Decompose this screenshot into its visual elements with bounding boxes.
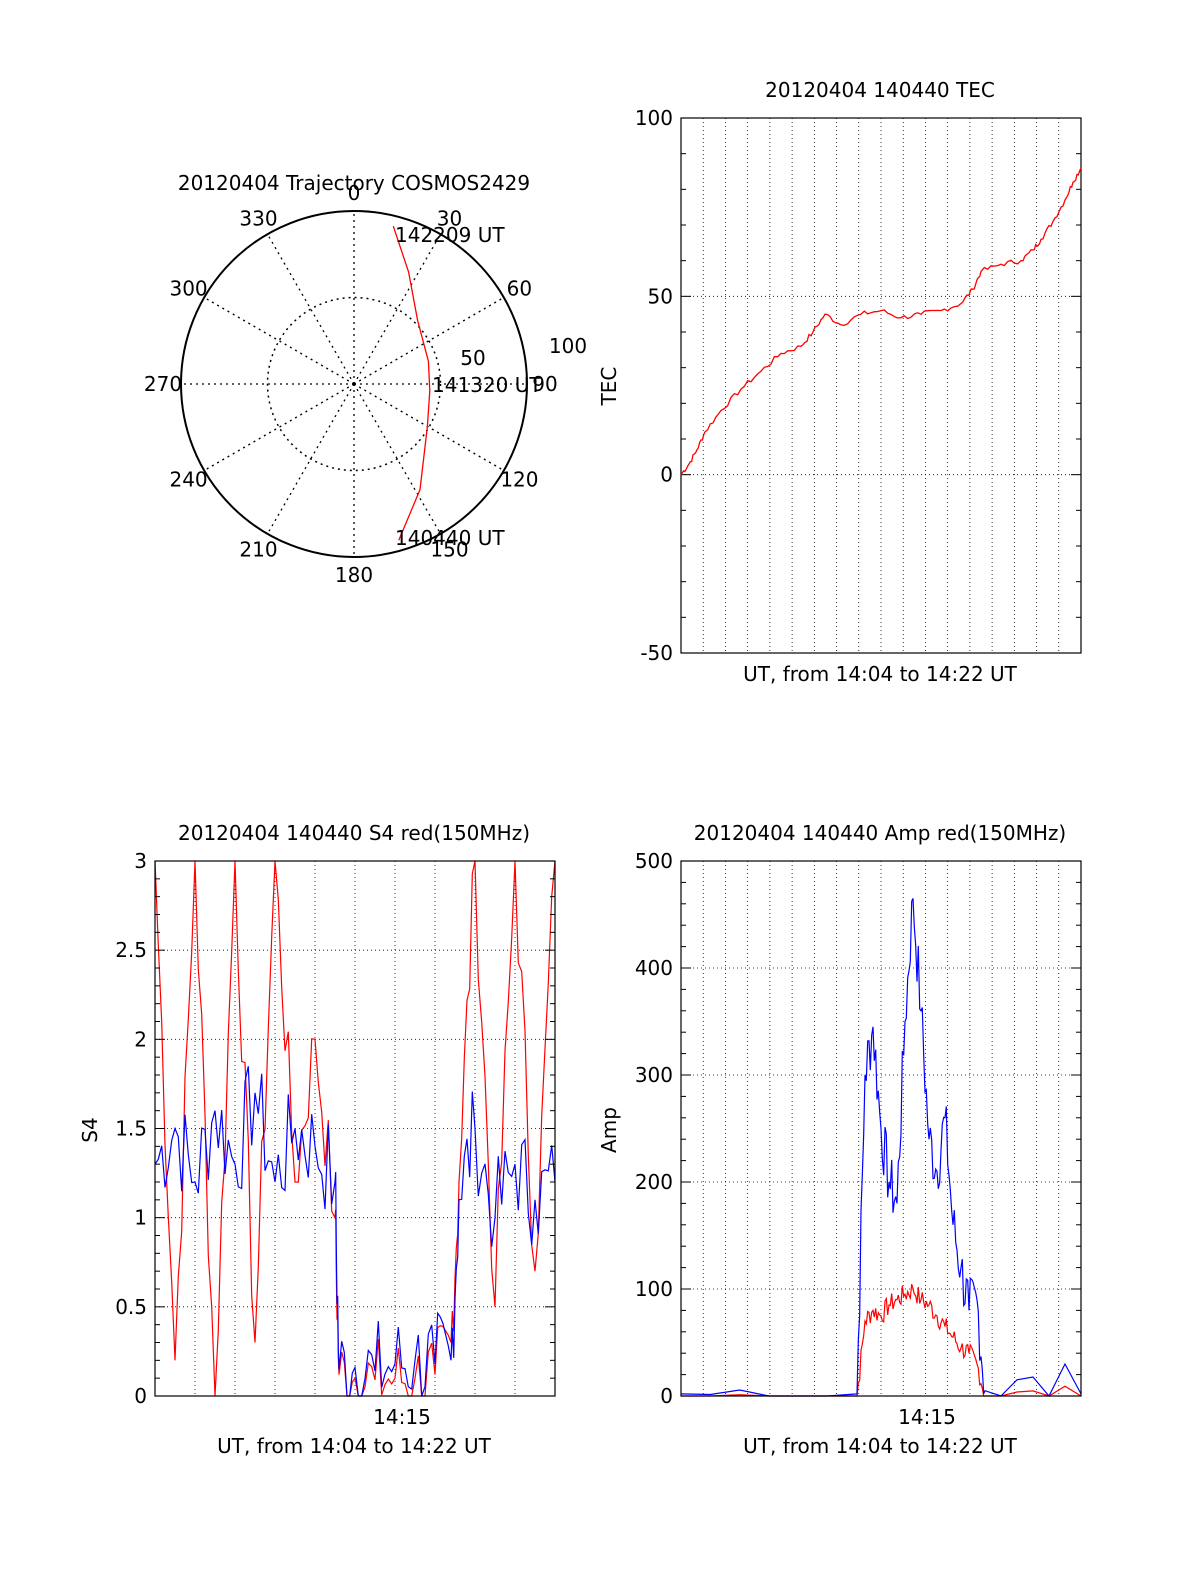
amp-axes-frame: [680, 860, 1082, 1397]
polar-angle-label: 270: [144, 372, 182, 396]
tec-grid: [681, 118, 1081, 653]
tec-series-line: [680, 167, 1082, 476]
polar-angle-label: 240: [169, 468, 207, 492]
polar-spoke: [203, 296, 355, 385]
y-tick-label: 400: [635, 956, 673, 980]
amp-ticks: [681, 860, 1081, 1397]
tec-plot: 20120404 140440 TEC 100 50 0 -50 TEC UT, fr…: [597, 78, 1082, 686]
tec-ticks: [681, 117, 1081, 654]
amp-title: 20120404 140440 Amp red(150MHz): [694, 821, 1066, 845]
polar-angle-label: 300: [169, 277, 207, 301]
polar-spoke: [266, 383, 355, 535]
amp-red-series-line: [681, 1283, 1082, 1397]
tec-ylabel: TEC: [597, 367, 621, 407]
s4-red-series-line: [154, 860, 556, 1397]
s4-plot: 20120404 140440 S4 red(150MHz) 3 2.5 2 1.5 1…: [78, 821, 556, 1458]
polar-angle-label: 120: [500, 468, 538, 492]
y-tick-label: 200: [635, 1170, 673, 1194]
polar-annotation-end: 142209 UT: [395, 223, 505, 247]
y-tick-label: 0: [660, 463, 673, 487]
polar-angle-label: 60: [507, 277, 532, 301]
s4-xtick-label: 14:15: [373, 1405, 431, 1429]
tec-title: 20120404 140440 TEC: [765, 78, 995, 102]
polar-angle-label: 150: [430, 537, 468, 561]
s4-ticks: [155, 860, 555, 1397]
polar-trajectory-line: [392, 225, 431, 541]
polar-angle-label: 0: [348, 181, 361, 205]
polar-annotation-mid: 141320 UT: [432, 373, 542, 397]
tec-xlabel: UT, from 14:04 to 14:22 UT: [743, 662, 1018, 686]
y-tick-label: 2: [134, 1027, 147, 1051]
s4-title: 20120404 140440 S4 red(150MHz): [178, 821, 530, 845]
y-tick-label: 300: [635, 1063, 673, 1087]
polar-angle-label: 180: [335, 563, 373, 587]
polar-spoke: [353, 233, 442, 385]
s4-blue-series-line: [154, 1066, 556, 1397]
amp-blue-series-line: [680, 898, 1082, 1398]
amp-grid: [681, 861, 1081, 1396]
y-tick-label: 3: [134, 849, 147, 873]
amp-plot: 20120404 140440 Amp red(150MHz) 500 400 30…: [597, 821, 1082, 1458]
polar-angle-label: 90: [532, 372, 557, 396]
y-tick-label: 0: [660, 1384, 673, 1408]
amp-ylabel: Amp: [597, 1107, 621, 1153]
y-tick-label: 0: [134, 1384, 147, 1408]
amp-y-tick-labels: 500 400 300 200 100 0: [635, 849, 673, 1408]
y-tick-label: 0.5: [115, 1295, 147, 1319]
polar-outer-circle: [180, 210, 528, 558]
polar-spoke: [353, 383, 442, 535]
polar-angle-label: 30: [437, 207, 462, 231]
polar-spoke: [353, 383, 505, 472]
polar-spoke: [203, 383, 355, 472]
s4-grid: [155, 861, 555, 1396]
s4-ylabel: S4: [78, 1117, 102, 1142]
y-tick-label: 100: [635, 1277, 673, 1301]
polar-annotation-start: 140440 UT: [395, 526, 505, 550]
y-tick-label: 1.5: [115, 1117, 147, 1141]
amp-xtick-label: 14:15: [898, 1405, 956, 1429]
polar-spoke: [353, 296, 505, 385]
polar-angle-labels: 0 30 60 90 120 150 180 210 240 270 300 330: [144, 181, 558, 587]
y-tick-label: 500: [635, 849, 673, 873]
y-tick-label: 1: [134, 1206, 147, 1230]
tec-y-tick-labels: 100 50 0 -50: [635, 106, 673, 665]
s4-xlabel: UT, from 14:04 to 14:22 UT: [217, 1434, 492, 1458]
polar-radial-label-50: 50: [460, 346, 485, 370]
polar-angle-label: 330: [239, 207, 277, 231]
s4-y-tick-labels: 3 2.5 2 1.5 1 0.5 0: [115, 849, 147, 1408]
polar-angle-label: 210: [239, 537, 277, 561]
y-tick-label: 2.5: [115, 938, 147, 962]
amp-xlabel: UT, from 14:04 to 14:22 UT: [743, 1434, 1018, 1458]
y-tick-label: 100: [635, 106, 673, 130]
polar-plot: 20120404 Trajectory COSMOS2429 0 30 60 90 12…: [144, 171, 587, 587]
polar-spoke: [266, 233, 355, 385]
polar-radial-label-100: 100: [549, 334, 587, 358]
polar-inner-circle: [266, 296, 442, 472]
polar-spokes: [181, 211, 527, 557]
y-tick-label: 50: [648, 284, 673, 308]
y-tick-label: -50: [640, 641, 673, 665]
polar-title: 20120404 Trajectory COSMOS2429: [178, 171, 530, 195]
tec-axes-frame: [680, 117, 1082, 654]
